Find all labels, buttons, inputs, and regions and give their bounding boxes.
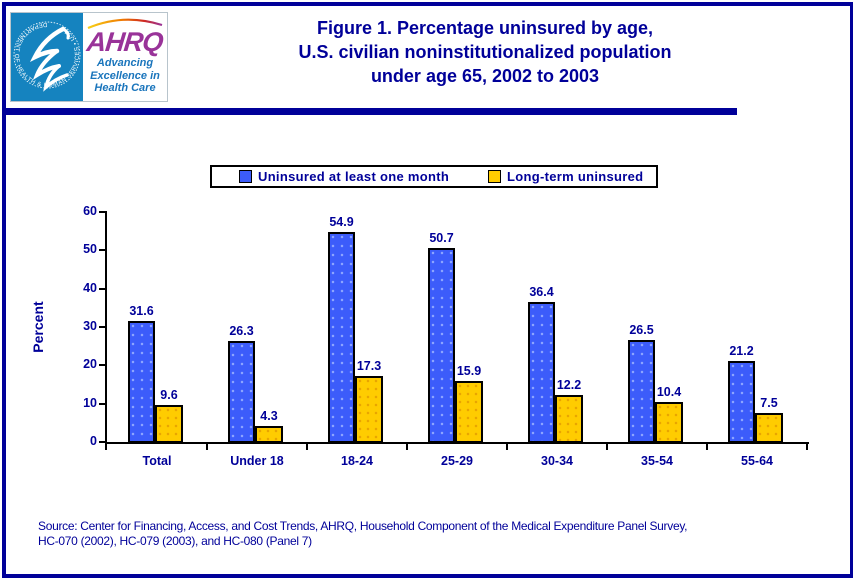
ahrq-tagline-line: Excellence in <box>90 69 160 82</box>
y-tick-mark <box>99 249 107 252</box>
legend-entry-long-term: Long-term uninsured <box>488 167 643 186</box>
figure-title: Figure 1. Percentage uninsured by age, U… <box>180 16 790 88</box>
ahrq-rainbow-arc-icon <box>87 18 163 29</box>
figure-title-line-2: U.S. civilian noninstitutionalized popul… <box>298 42 672 62</box>
ahrq-logo: AHRQ Advancing Excellence in Health Care <box>83 13 167 101</box>
bar-value-label: 54.9 <box>329 215 354 229</box>
bar-uninsured-one-month-under-18 <box>228 341 255 443</box>
header-divider <box>2 108 737 115</box>
y-tick-label: 60 <box>83 204 97 218</box>
y-tick-mark <box>99 441 107 443</box>
source-note-line-2: HC-070 (2002), HC-079 (2003), and HC-080… <box>38 534 312 548</box>
legend-entry-uninsured-one-month: Uninsured at least one month <box>239 167 449 186</box>
bar-value-label: 17.3 <box>356 359 382 373</box>
x-tick-mark <box>606 442 608 450</box>
bar-value-label: 21.2 <box>729 344 754 358</box>
bar-value-label: 12.2 <box>556 378 582 392</box>
legend-swatch-blue <box>239 170 252 183</box>
x-category-label: 18-24 <box>341 454 373 468</box>
y-tick-label: 20 <box>83 357 97 372</box>
x-tick-mark <box>406 442 408 450</box>
bar-uninsured-one-month-total <box>128 321 155 443</box>
hhs-eagle-icon: DEPARTMENT OF HEALTH & HUMAN SERVICES • … <box>13 21 80 92</box>
bar-value-label: 10.4 <box>656 385 682 399</box>
bar-value-label: 26.5 <box>629 323 654 337</box>
y-axis-title: Percent <box>30 301 46 353</box>
figure-title-line-3: under age 65, 2002 to 2003 <box>370 66 600 86</box>
x-tick-mark <box>506 442 508 450</box>
bar-uninsured-one-month-18-24 <box>328 232 355 443</box>
bar-long-term-55-64 <box>755 413 783 443</box>
ahrq-tagline: Advancing Excellence in Health Care <box>90 57 160 95</box>
bar-long-term-30-34 <box>555 395 583 443</box>
y-tick-mark <box>99 326 107 328</box>
x-axis-line <box>105 442 809 444</box>
x-tick-mark <box>806 442 808 450</box>
y-tick-mark <box>99 402 107 405</box>
bar-value-label: 50.7 <box>429 231 454 245</box>
x-category-label: 55-64 <box>741 454 773 468</box>
bar-value-label: 15.9 <box>456 364 482 378</box>
ahrq-tagline-line: Health Care <box>94 82 156 94</box>
bar-value-label: 4.3 <box>260 409 278 423</box>
ahrq-tagline-line: Advancing <box>96 57 154 69</box>
legend-swatch-yellow <box>488 170 501 183</box>
bar-value-label: 7.5 <box>760 396 778 410</box>
x-category-label: 30-34 <box>541 454 573 468</box>
x-category-label: Total <box>142 454 172 468</box>
bar-uninsured-one-month-55-64 <box>728 361 755 443</box>
agency-logo: DEPARTMENT OF HEALTH & HUMAN SERVICES • … <box>10 12 168 102</box>
source-note: Source: Center for Financing, Access, an… <box>38 519 833 549</box>
x-category-label: 25-29 <box>441 454 473 468</box>
x-tick-mark <box>306 442 308 450</box>
bar-uninsured-one-month-30-34 <box>528 302 555 443</box>
bar-long-term-total <box>155 405 183 443</box>
y-tick-label: 50 <box>83 242 97 257</box>
hhs-logo: DEPARTMENT OF HEALTH & HUMAN SERVICES • … <box>11 13 83 101</box>
bar-value-label: 9.6 <box>160 388 178 402</box>
source-note-line-1: Source: Center for Financing, Access, an… <box>38 519 688 533</box>
bar-uninsured-one-month-25-29 <box>428 248 455 443</box>
bar-value-label: 26.3 <box>229 324 254 338</box>
bar-long-term-25-29 <box>455 381 483 443</box>
y-tick-mark <box>99 287 107 290</box>
figure-title-line-1: Figure 1. Percentage uninsured by age, <box>316 18 654 38</box>
x-tick-mark <box>706 442 708 450</box>
bar-long-term-18-24 <box>355 376 383 443</box>
y-tick-label: 0 <box>90 434 97 448</box>
bar-long-term-under-18 <box>255 426 283 443</box>
x-tick-mark <box>206 442 208 450</box>
y-tick-label: 40 <box>83 280 97 295</box>
bar-value-label: 31.6 <box>129 304 154 318</box>
y-axis-line <box>105 212 107 450</box>
chart-legend: Uninsured at least one month Long-term u… <box>210 165 658 188</box>
y-tick-label: 10 <box>83 395 97 410</box>
legend-label: Uninsured at least one month <box>258 169 450 184</box>
y-tick-label: 30 <box>83 319 97 333</box>
bar-long-term-35-54 <box>655 402 683 443</box>
bar-value-label: 36.4 <box>529 285 554 299</box>
legend-label: Long-term uninsured <box>507 169 644 184</box>
y-tick-mark <box>99 364 107 367</box>
y-tick-mark <box>99 211 107 213</box>
x-category-label: 35-54 <box>641 454 673 468</box>
bar-uninsured-one-month-35-54 <box>628 340 655 443</box>
x-category-label: Under 18 <box>230 454 284 468</box>
